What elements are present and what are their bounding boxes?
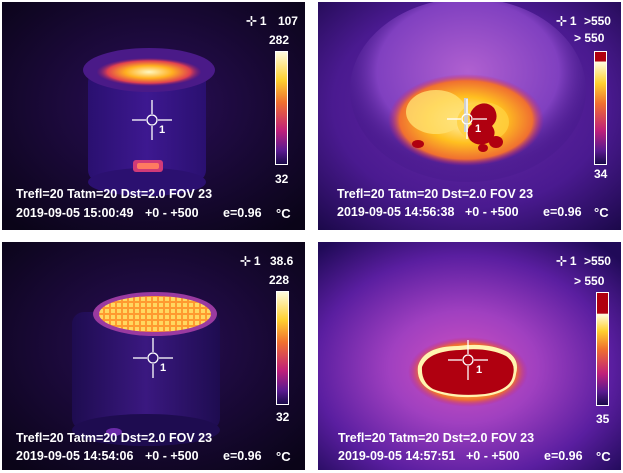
params-text: Trefl=20 Tatm=20 Dst=2.0 FOV 23 — [16, 187, 213, 201]
thermal-image-3: 1 ⊹ 1 38.6 228 32 Trefl=20 Tatm=20 Dst=2.… — [2, 242, 305, 470]
emissivity-text: e=0.96 — [223, 449, 262, 463]
spot-point-label: 1 — [476, 364, 483, 376]
spot-point-label: 1 — [475, 123, 482, 135]
measurement-crosshair — [448, 340, 488, 380]
spot-marker-number: 1 — [253, 254, 261, 268]
scale-max-value: 282 — [269, 33, 290, 47]
scale-max-value: > 550 — [574, 274, 605, 288]
spot-readout: ⊹ 1 >550 — [556, 14, 611, 27]
unit-label: °C — [596, 449, 611, 464]
thermal-image-2: 1 ⊹ 1 >550 > 550 34 Trefl=20 Tatm=20 Dst=… — [318, 2, 621, 230]
spot-point-label: 1 — [160, 362, 167, 374]
timestamp-text: 2019-09-05 14:57:51 — [338, 449, 456, 463]
scale-min-value: 35 — [596, 412, 610, 426]
spot-readout: ⊹ 1 38.6 — [240, 254, 293, 267]
emissivity-text: e=0.96 — [543, 205, 582, 219]
thermal-scene-3 — [2, 242, 305, 470]
spot-point-label: 1 — [159, 124, 166, 136]
color-scale-bar — [276, 291, 289, 405]
spot-readout: ⊹ 1 >550 — [556, 254, 611, 267]
spot-value: >550 — [583, 254, 611, 268]
unit-label: °C — [594, 205, 609, 220]
timestamp-text: 2019-09-05 14:56:38 — [337, 205, 455, 219]
emissivity-text: e=0.96 — [223, 206, 262, 220]
unit-label: °C — [276, 206, 291, 221]
spot-value: >550 — [583, 14, 611, 28]
unit-label: °C — [276, 449, 291, 464]
spot-marker-icon: ⊹ — [246, 13, 257, 28]
scale-min-value: 32 — [275, 172, 289, 186]
spot-marker-icon: ⊹ — [556, 253, 567, 268]
thermal-image-1: 1 ⊹ 1 107 282 32 Trefl=20 Tatm=20 Dst=2.0… — [2, 2, 305, 230]
measurement-crosshair — [447, 99, 487, 139]
emissivity-text: e=0.96 — [544, 449, 583, 463]
spot-marker-icon: ⊹ — [240, 253, 251, 268]
timestamp-text: 2019-09-05 14:54:06 — [16, 449, 134, 463]
spot-readout: ⊹ 1 107 — [246, 14, 298, 27]
thermal-scene-2 — [318, 2, 621, 230]
range-text: +0 - +500 — [145, 449, 199, 463]
params-text: Trefl=20 Tatm=20 Dst=2.0 FOV 23 — [338, 431, 535, 445]
range-text: +0 - +500 — [466, 449, 520, 463]
spot-marker-number: 1 — [259, 14, 267, 28]
scale-max-value: 228 — [269, 273, 290, 287]
range-text: +0 - +500 — [465, 205, 519, 219]
spot-value: 107 — [277, 14, 298, 28]
params-text: Trefl=20 Tatm=20 Dst=2.0 FOV 23 — [16, 431, 213, 445]
spot-marker-icon: ⊹ — [556, 13, 567, 28]
timestamp-text: 2019-09-05 15:00:49 — [16, 206, 134, 220]
scale-max-value: > 550 — [574, 31, 605, 45]
params-text: Trefl=20 Tatm=20 Dst=2.0 FOV 23 — [337, 187, 534, 201]
thermal-scene-4 — [318, 242, 621, 470]
thermal-scene-1 — [2, 2, 305, 230]
color-scale-bar — [596, 292, 609, 406]
spot-value: 38.6 — [269, 254, 294, 268]
measurement-crosshair — [133, 338, 173, 378]
color-scale-bar — [275, 51, 288, 165]
color-scale-bar — [594, 51, 607, 165]
spot-marker-number: 1 — [569, 254, 577, 268]
range-text: +0 - +500 — [145, 206, 199, 220]
thermal-image-4: 1 ⊹ 1 >550 > 550 35 Trefl=20 Tatm=20 Dst=… — [318, 242, 621, 470]
scale-min-value: 34 — [594, 167, 608, 181]
spot-marker-number: 1 — [569, 14, 577, 28]
measurement-crosshair — [132, 100, 172, 140]
scale-min-value: 32 — [276, 410, 290, 424]
